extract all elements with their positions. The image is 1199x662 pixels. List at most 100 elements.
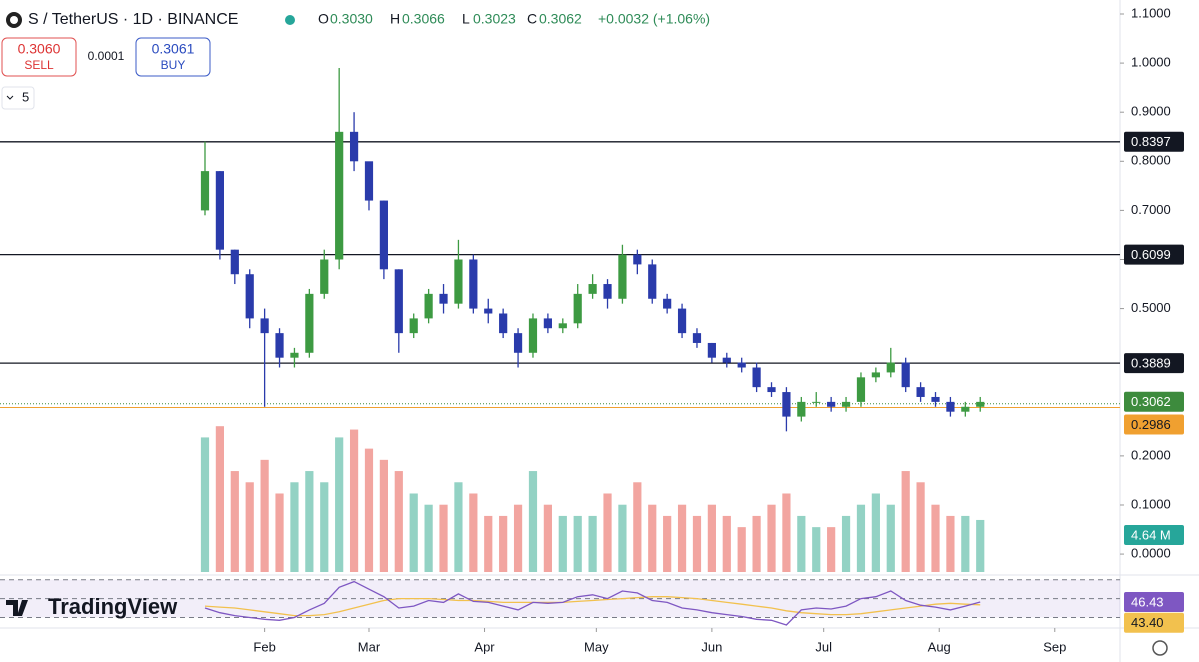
candle-body (260, 318, 269, 334)
volume-bar (931, 504, 940, 572)
volume-bar (245, 482, 254, 572)
logo: TradingView (48, 594, 178, 619)
buy-label: BUY (161, 58, 186, 72)
volume-bar (901, 471, 910, 572)
candle-body (797, 401, 806, 417)
candle-body (946, 401, 955, 412)
candle-body (394, 269, 403, 334)
volume-bar (946, 515, 955, 572)
candle-body (364, 161, 374, 201)
settings-icon[interactable] (1152, 640, 1168, 656)
y-tick-label: 0.2000 (1131, 447, 1171, 462)
candle-body (812, 401, 821, 403)
volume-bar (663, 515, 672, 572)
header: S / TetherUS · 1D · BINANCE O 0.3030 H 0… (1, 11, 1168, 656)
candle-body (200, 171, 210, 211)
volume-bar (707, 504, 716, 572)
candle-body (931, 396, 940, 402)
candle-body (290, 352, 299, 358)
volume-bar (528, 471, 538, 572)
symbol-icon-inner (10, 16, 18, 24)
candle-body (513, 333, 523, 353)
candle-body (916, 387, 925, 397)
volume-label-box (1124, 524, 1184, 545)
y-tick-label: 0.0000 (1131, 546, 1171, 561)
volume-bar (305, 471, 314, 572)
candle-body (215, 171, 224, 250)
volume-bar (573, 515, 582, 572)
level-label: 0.8397 (1131, 134, 1171, 149)
candle-body (379, 200, 388, 270)
candle-body (424, 293, 433, 319)
candle-body (409, 318, 418, 334)
candle-body (692, 333, 702, 343)
volume-bar (692, 515, 702, 572)
candle-body (335, 131, 344, 260)
volume-bar (648, 504, 657, 572)
candle-body (722, 357, 731, 363)
level-label: 0.6099 (1131, 247, 1171, 262)
volume-bar (603, 493, 612, 572)
rsi-line (204, 580, 981, 626)
candle-body (841, 401, 851, 407)
candle-body (558, 323, 567, 329)
candle-body (976, 401, 985, 407)
rsi-ma-line (204, 596, 981, 617)
candle-body (871, 372, 880, 378)
volume-bar (752, 515, 761, 572)
candle-body (752, 367, 761, 388)
c-value: 0.3062 (539, 11, 582, 27)
candle-body (499, 313, 508, 334)
o-value: 0.3030 (330, 11, 373, 27)
candle-body (677, 308, 687, 334)
x-tick-label: Aug (928, 639, 951, 654)
volume-bar (767, 504, 776, 572)
x-tick-label: Feb (253, 639, 275, 654)
candle-body (528, 318, 538, 353)
change: +0.0032 (+1.06%) (598, 11, 710, 27)
buy-price: 0.3061 (152, 41, 195, 57)
candle-body (588, 284, 597, 294)
candle-body (648, 264, 657, 299)
candle-body (573, 293, 582, 324)
volume-label: 4.64 M (1131, 527, 1171, 542)
candle-body (767, 387, 776, 393)
spread: 0.0001 (88, 49, 125, 63)
h-value: 0.3066 (402, 11, 445, 27)
candle-body (439, 293, 448, 304)
symbol: S / TetherUS · 1D · BINANCE (28, 11, 238, 28)
volume-bar (827, 527, 836, 572)
volume-bar (543, 504, 552, 572)
l-value: 0.3023 (473, 11, 516, 27)
volume-bar (469, 493, 478, 572)
volume-bar (588, 515, 597, 572)
rsi-label: 46.43 (1131, 594, 1164, 609)
candle-body (543, 318, 552, 329)
candle-body (633, 254, 642, 265)
candle-body (484, 308, 493, 314)
logo-icon (6, 600, 28, 616)
volume-bar (976, 519, 985, 572)
volume-bar (335, 437, 344, 572)
candle-body (230, 249, 239, 275)
x-tick-label: May (584, 639, 609, 654)
candle-body (349, 131, 359, 162)
x-tick-label: Apr (474, 639, 495, 654)
rsi-ma-label: 43.40 (1131, 615, 1164, 630)
level-label-box (1124, 131, 1184, 152)
x-tick-label: Jun (701, 639, 722, 654)
avg-price-label: 0.2986 (1131, 417, 1171, 432)
volume-bar (320, 482, 329, 572)
avg-price-label-box (1124, 414, 1184, 435)
sell-button[interactable] (1, 37, 77, 77)
buy-button[interactable] (135, 37, 211, 77)
candle-body (856, 377, 866, 402)
o-label: O (318, 11, 329, 27)
candle-body (663, 298, 672, 309)
chevron (6, 95, 14, 100)
c-label: C (527, 11, 537, 27)
indicators-toggle[interactable] (1, 86, 35, 110)
volume-bar (558, 515, 567, 572)
